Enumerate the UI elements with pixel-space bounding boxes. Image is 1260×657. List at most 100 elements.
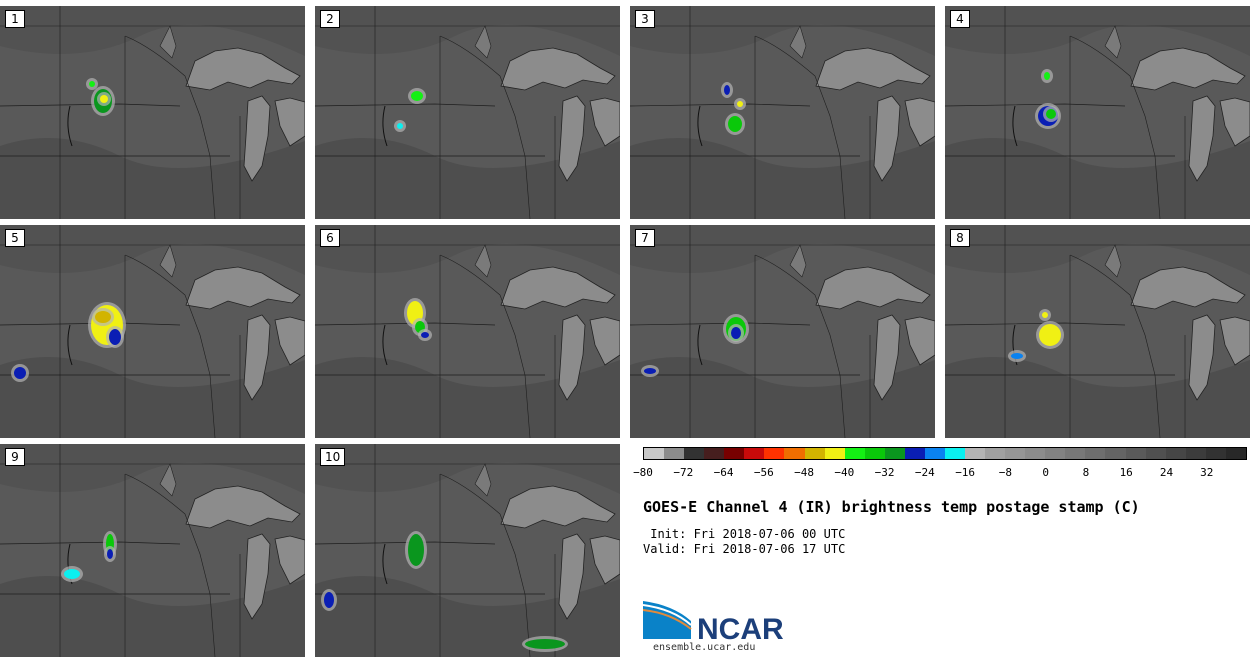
storm-echo xyxy=(100,95,108,103)
colorbar-swatch xyxy=(1185,448,1206,459)
stamp-panel-10: 10 xyxy=(315,444,620,657)
stamp-map-4 xyxy=(945,6,1250,219)
panel-number-5: 5 xyxy=(5,229,25,247)
storm-echo xyxy=(728,116,742,132)
colorbar-tick-label: 32 xyxy=(1200,466,1214,479)
ncar-logo: NCAR xyxy=(643,601,784,643)
stamp-map-1 xyxy=(0,6,305,219)
storm-echo xyxy=(109,329,121,345)
colorbar-swatch xyxy=(944,448,965,459)
colorbar-swatch xyxy=(1085,448,1106,459)
figure-title: GOES-E Channel 4 (IR) brightness temp po… xyxy=(643,498,1140,516)
storm-echo xyxy=(1046,109,1056,119)
stamp-map-10 xyxy=(315,444,620,657)
storm-echo xyxy=(525,639,565,649)
storm-echo xyxy=(411,91,423,101)
stamp-panel-2: 2 xyxy=(315,6,620,219)
colorbar-swatch xyxy=(684,448,705,459)
colorbar-swatch xyxy=(965,448,986,459)
colorbar-swatch xyxy=(744,448,765,459)
storm-echo xyxy=(1044,72,1050,80)
panel-number-1: 1 xyxy=(5,10,25,28)
storm-echo xyxy=(1042,312,1048,318)
colorbar-tick-label: −32 xyxy=(874,466,895,479)
panel-number-6: 6 xyxy=(320,229,340,247)
colorbar-swatch xyxy=(924,448,945,459)
colorbar-tick-label: −72 xyxy=(673,466,694,479)
stamp-map-2 xyxy=(315,6,620,219)
stamp-panel-3: 3 xyxy=(630,6,935,219)
storm-echo xyxy=(724,85,730,95)
colorbar-swatch xyxy=(1065,448,1086,459)
panel-number-7: 7 xyxy=(635,229,655,247)
colorbar-swatch xyxy=(824,448,845,459)
stamp-panel-4: 4 xyxy=(945,6,1250,219)
colorbar-swatch xyxy=(1105,448,1126,459)
storm-echo xyxy=(644,368,656,374)
panel-number-8: 8 xyxy=(950,229,970,247)
colorbar-swatch xyxy=(844,448,865,459)
colorbar-tick-label: −24 xyxy=(914,466,935,479)
colorbar-tick-label: −48 xyxy=(794,466,814,479)
colorbar-swatch xyxy=(664,448,685,459)
colorbar-swatch xyxy=(864,448,885,459)
colorbar-swatch xyxy=(704,448,725,459)
stamp-map-5 xyxy=(0,225,305,438)
storm-echo xyxy=(1039,324,1061,346)
colorbar-swatch xyxy=(1165,448,1186,459)
colorbar-swatch xyxy=(1145,448,1166,459)
storm-echo xyxy=(1011,353,1023,359)
storm-echo xyxy=(107,549,113,559)
stamp-map-9 xyxy=(0,444,305,657)
colorbar-swatch xyxy=(1005,448,1026,459)
storm-echo xyxy=(421,332,429,338)
colorbar-tick-label: −16 xyxy=(955,466,976,479)
colorbar-swatch xyxy=(985,448,1006,459)
valid-time: Valid: Fri 2018-07-06 17 UTC xyxy=(643,542,846,556)
stamp-panel-8: 8 xyxy=(945,225,1250,438)
storm-echo xyxy=(14,367,26,379)
stamp-panel-5: 5 xyxy=(0,225,305,438)
panel-number-3: 3 xyxy=(635,10,655,28)
colorbar-tick-label: −40 xyxy=(834,466,855,479)
storm-echo xyxy=(408,534,424,566)
logo-text: NCAR xyxy=(697,613,784,643)
stamp-panel-6: 6 xyxy=(315,225,620,438)
panel-number-2: 2 xyxy=(320,10,340,28)
logo-url: ensemble.ucar.edu xyxy=(653,642,756,653)
colorbar-swatch xyxy=(644,448,665,459)
storm-echo xyxy=(731,327,741,339)
colorbar-swatch xyxy=(784,448,805,459)
colorbar-tick-label: −8 xyxy=(998,466,1013,479)
storm-echo xyxy=(89,81,95,87)
colorbar-swatch xyxy=(1125,448,1146,459)
stamp-panel-9: 9 xyxy=(0,444,305,657)
storm-echo xyxy=(64,569,80,579)
colorbar-swatch xyxy=(1205,448,1226,459)
panel-number-10: 10 xyxy=(320,448,346,466)
panel-number-9: 9 xyxy=(5,448,25,466)
colorbar-swatch xyxy=(1025,448,1046,459)
colorbar-tick-label: 8 xyxy=(1082,466,1090,479)
colorbar-swatch xyxy=(884,448,905,459)
colorbar-swatch xyxy=(1045,448,1066,459)
storm-echo xyxy=(324,592,334,608)
storm-echo xyxy=(737,101,743,107)
colorbar xyxy=(643,447,1247,460)
colorbar-tick-label: 24 xyxy=(1159,466,1174,479)
colorbar-swatch xyxy=(1225,448,1246,459)
colorbar-tick-label: 0 xyxy=(1042,466,1049,479)
colorbar-swatch xyxy=(804,448,825,459)
colorbar-tick-label: −64 xyxy=(713,466,734,479)
stamp-map-8 xyxy=(945,225,1250,438)
stamp-panel-1: 1 xyxy=(0,6,305,219)
colorbar-swatch xyxy=(724,448,745,459)
storm-echo xyxy=(95,311,111,323)
stamp-panel-7: 7 xyxy=(630,225,935,438)
init-time: Init: Fri 2018-07-06 00 UTC xyxy=(643,527,846,541)
storm-echo xyxy=(397,123,403,129)
colorbar-tick-label: −80 xyxy=(633,466,653,479)
colorbar-tick-label: 16 xyxy=(1119,466,1133,479)
colorbar-swatch xyxy=(764,448,785,459)
colorbar-tick-label: −56 xyxy=(753,466,774,479)
